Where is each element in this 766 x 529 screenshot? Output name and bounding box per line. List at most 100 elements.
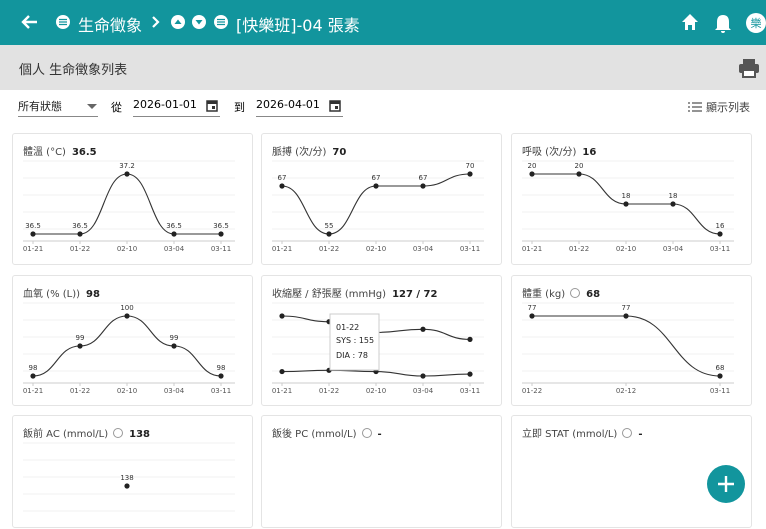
data-point [670, 201, 676, 207]
avatar[interactable] [746, 13, 766, 33]
add-button[interactable] [706, 464, 746, 504]
card-title: 飯後 PC (mmol/L) - [272, 425, 382, 440]
card-title: 血氧 (% (L)) 98 [23, 285, 100, 300]
latest-value: 138 [129, 429, 151, 440]
x-tick-label: 03-11 [710, 387, 730, 395]
data-point [576, 171, 582, 177]
card-title: 立即 STAT (mmol/L) - [522, 425, 643, 440]
x-tick-label: 02-10 [117, 245, 137, 253]
x-tick-label: 03-04 [663, 245, 684, 253]
vital-card: 體溫 (°C) 36.5 01-21 01-22 02-10 03-04 03-11 36.5… [12, 133, 253, 265]
app-bar-icons: 樂 [21, 13, 766, 33]
caret [87, 104, 97, 109]
x-tick-label: 01-22 [70, 387, 90, 395]
data-point [218, 231, 224, 237]
print-icon[interactable] [738, 58, 760, 78]
card-title: 體溫 (°C) 36.5 [23, 143, 97, 158]
x-tick-label: 03-04 [413, 245, 434, 253]
x-tick-label: 03-11 [460, 387, 480, 395]
latest-value: - [638, 429, 643, 440]
data-point [717, 231, 723, 237]
data-point [279, 313, 285, 319]
info-icon [113, 428, 124, 438]
avatar-text: 樂 [751, 16, 762, 30]
card-title-text: 血氧 (% (L)) [23, 289, 81, 300]
x-tick-label: 01-22 [569, 245, 589, 253]
x-tick-label: 03-11 [710, 245, 730, 253]
card-title: 體重 (kg) 68 [522, 285, 600, 300]
data-label: 67 [372, 174, 381, 182]
card-title-text: 體重 (kg) [522, 289, 566, 300]
vital-card: 體重 (kg) 68 01-22 02-12 03-11 77 77 68 [511, 275, 752, 406]
tooltip-box [329, 313, 380, 371]
status-text: 所有狀態 [18, 100, 62, 113]
vital-card: 飯後 PC (mmol/L) - [261, 415, 502, 528]
from-date[interactable]: 2026-01-01 [133, 98, 220, 117]
latest-value: 68 [586, 289, 601, 300]
latest-value: 98 [86, 289, 100, 300]
x-tick-label: 02-10 [616, 245, 636, 253]
x-tick-label: 02-10 [366, 245, 386, 253]
status-select[interactable]: 所有狀態 [18, 98, 98, 117]
data-point [77, 231, 83, 237]
data-label: 36.5 [72, 222, 88, 230]
data-point [529, 171, 535, 177]
to-text: 2026-04-01 [256, 98, 320, 111]
vital-card: 呼吸 (次/分) 16 01-21 01-22 02-10 03-04 03-11 20 20 1… [511, 133, 752, 265]
data-label: 68 [716, 364, 725, 372]
view-list-button[interactable]: 顯示列表 [688, 99, 750, 115]
data-label: 18 [622, 192, 631, 200]
up-arrow [174, 19, 182, 24]
x-tick-label: 03-11 [460, 245, 480, 253]
x-tick-label: 03-11 [211, 387, 231, 395]
data-label: 77 [528, 304, 537, 312]
x-tick-label: 01-22 [522, 387, 542, 395]
sub-header: 個人 生命徵象列表 [0, 45, 766, 90]
data-label: 67 [278, 174, 287, 182]
data-label: 98 [217, 364, 226, 372]
data-label: 20 [575, 162, 584, 170]
data-label: 18 [669, 192, 678, 200]
data-label: 98 [29, 364, 38, 372]
tooltip-line: SYS : 155 [336, 336, 374, 345]
data-label: 55 [325, 222, 334, 230]
sub-title: 個人 生命徵象列表 [19, 63, 128, 78]
x-tick-label: 01-22 [319, 387, 339, 395]
data-point [623, 313, 629, 319]
home-icon[interactable] [682, 14, 698, 30]
x-tick-label: 02-12 [616, 387, 636, 395]
to-label: 到 [234, 101, 245, 114]
data-label: 99 [76, 334, 85, 342]
from-text: 2026-01-01 [133, 98, 197, 111]
data-point [124, 313, 130, 319]
latest-value: 127 / 72 [392, 289, 438, 300]
x-tick-label: 01-22 [70, 245, 90, 253]
data-point [420, 373, 426, 379]
x-tick-label: 01-21 [272, 387, 292, 395]
data-label: 100 [120, 304, 133, 312]
line-chart: 01-21 01-22 02-10 03-04 03-11 36.5 36.5 37.2 36.… [23, 160, 235, 253]
x-tick-label: 03-04 [164, 245, 185, 253]
line-chart: 138 [23, 442, 235, 512]
card-title: 脈搏 (次/分) 70 [272, 143, 346, 158]
to-date[interactable]: 2026-04-01 [256, 98, 343, 117]
list-icon [688, 102, 702, 112]
data-label: 99 [170, 334, 179, 342]
card-title-text: 呼吸 (次/分) [522, 147, 577, 158]
x-tick-label: 03-04 [413, 387, 434, 395]
vital-card: 收縮壓 / 舒張壓 (mmHg) 127 / 72 01-21 01-22 02-10 0… [261, 275, 502, 406]
bell-icon[interactable] [715, 15, 731, 33]
latest-value: 70 [332, 147, 347, 158]
back-icon[interactable] [21, 15, 37, 29]
data-label: 20 [528, 162, 537, 170]
data-point [279, 368, 285, 375]
data-point [30, 373, 36, 379]
data-point [124, 483, 130, 489]
data-point [30, 231, 36, 237]
x-tick-label: 01-21 [272, 245, 292, 253]
menu-icon-lines [59, 18, 67, 26]
view-list-text: 顯示列表 [706, 101, 750, 114]
tooltip-title: 01-22 [336, 323, 359, 332]
data-point [467, 171, 473, 177]
x-tick-label: 02-10 [366, 387, 386, 395]
